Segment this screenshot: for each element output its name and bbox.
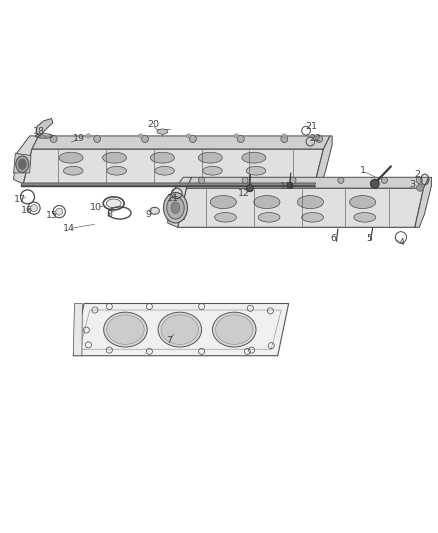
Circle shape — [186, 134, 191, 138]
Ellipse shape — [102, 152, 127, 163]
Polygon shape — [73, 303, 289, 356]
Polygon shape — [32, 136, 330, 149]
Circle shape — [31, 205, 38, 212]
Ellipse shape — [158, 312, 201, 347]
Circle shape — [189, 135, 196, 142]
Circle shape — [381, 177, 388, 183]
Circle shape — [198, 177, 205, 183]
Circle shape — [50, 135, 57, 142]
Text: 18: 18 — [33, 127, 45, 136]
Circle shape — [287, 182, 293, 189]
Circle shape — [282, 134, 286, 138]
Circle shape — [371, 180, 379, 188]
Circle shape — [316, 135, 322, 142]
Text: 15: 15 — [46, 211, 57, 220]
Ellipse shape — [107, 166, 127, 175]
Text: 6: 6 — [330, 233, 336, 243]
Ellipse shape — [150, 207, 159, 214]
Ellipse shape — [155, 166, 174, 175]
Circle shape — [338, 177, 344, 183]
Text: 17: 17 — [14, 195, 26, 204]
Circle shape — [247, 184, 253, 192]
Ellipse shape — [215, 213, 237, 222]
Polygon shape — [21, 183, 316, 185]
Ellipse shape — [16, 156, 29, 173]
Ellipse shape — [215, 315, 253, 344]
Ellipse shape — [59, 152, 83, 163]
Polygon shape — [178, 188, 424, 228]
Ellipse shape — [203, 166, 222, 175]
Circle shape — [56, 208, 63, 215]
Text: 7: 7 — [166, 336, 172, 345]
Polygon shape — [168, 177, 191, 228]
Text: 11: 11 — [167, 193, 179, 203]
Text: 8: 8 — [106, 210, 112, 219]
Ellipse shape — [212, 312, 256, 347]
Text: 16: 16 — [21, 206, 33, 215]
Polygon shape — [14, 154, 31, 173]
Polygon shape — [415, 177, 431, 228]
Circle shape — [234, 134, 239, 138]
Circle shape — [138, 134, 143, 138]
Text: 5: 5 — [366, 233, 372, 243]
Text: 21: 21 — [306, 122, 318, 131]
Circle shape — [86, 134, 91, 138]
Ellipse shape — [163, 192, 187, 223]
Text: 10: 10 — [90, 203, 102, 212]
Ellipse shape — [297, 196, 323, 208]
Circle shape — [416, 177, 422, 183]
Polygon shape — [315, 136, 332, 184]
Circle shape — [94, 135, 101, 142]
Ellipse shape — [18, 159, 26, 169]
Text: 4: 4 — [399, 238, 405, 247]
Ellipse shape — [161, 315, 198, 344]
Ellipse shape — [64, 166, 83, 175]
Ellipse shape — [246, 166, 266, 175]
Ellipse shape — [157, 129, 168, 134]
Circle shape — [281, 135, 288, 142]
Text: 12: 12 — [238, 189, 250, 198]
Circle shape — [237, 135, 244, 142]
Text: 19: 19 — [72, 134, 85, 143]
Circle shape — [417, 184, 424, 191]
Text: 3: 3 — [410, 180, 416, 189]
Ellipse shape — [302, 213, 323, 222]
Polygon shape — [186, 177, 429, 188]
Polygon shape — [14, 136, 39, 184]
Polygon shape — [73, 303, 82, 356]
Text: 22: 22 — [310, 134, 321, 143]
Ellipse shape — [167, 197, 184, 219]
Ellipse shape — [106, 199, 121, 208]
Circle shape — [290, 177, 296, 183]
Ellipse shape — [198, 152, 222, 163]
Ellipse shape — [150, 152, 174, 163]
Ellipse shape — [171, 202, 180, 213]
Text: 9: 9 — [145, 210, 152, 219]
Circle shape — [141, 135, 148, 142]
Circle shape — [242, 177, 248, 183]
Text: 2: 2 — [414, 169, 420, 179]
Ellipse shape — [254, 196, 280, 208]
Text: 14: 14 — [63, 224, 75, 233]
Ellipse shape — [104, 312, 147, 347]
Text: 13: 13 — [280, 182, 293, 191]
Ellipse shape — [354, 213, 376, 222]
Text: 1: 1 — [360, 166, 366, 175]
Polygon shape — [168, 197, 185, 220]
Ellipse shape — [258, 213, 280, 222]
Text: 20: 20 — [147, 120, 159, 129]
Polygon shape — [23, 149, 323, 184]
Ellipse shape — [210, 196, 237, 208]
Polygon shape — [36, 118, 53, 136]
Ellipse shape — [107, 315, 144, 344]
Ellipse shape — [242, 152, 266, 163]
Ellipse shape — [350, 196, 376, 208]
